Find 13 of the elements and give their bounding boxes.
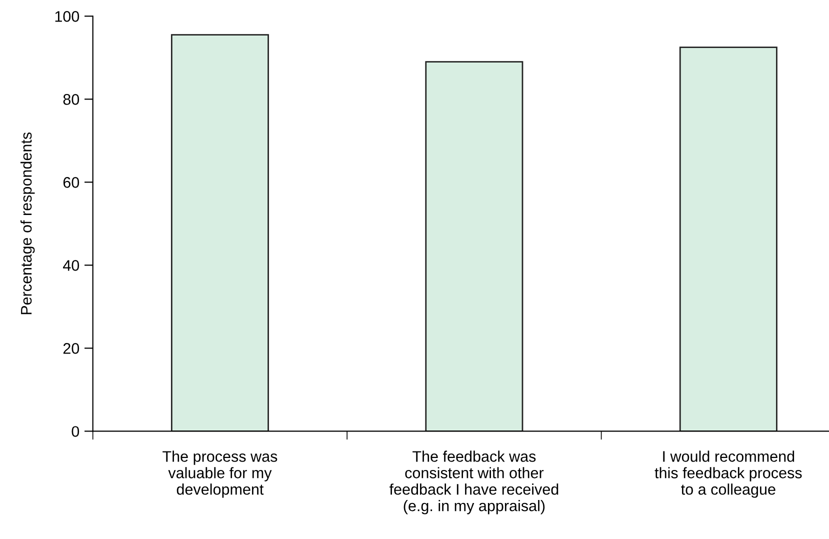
x-tick-label: I would recommend this feedback process to a colleague [654,450,802,498]
bar [425,61,524,432]
y-tick-label: 100 [55,11,80,22]
y-tick-label: 40 [63,260,80,271]
x-tick-label: The feedback was consistent with other feedback I have received (e.g. in my appraisal) [389,450,558,514]
y-tick-label: 60 [63,177,80,188]
y-tick-label: 80 [63,94,80,105]
bar [170,34,269,432]
y-axis-title: Percentage of respondents [20,132,35,314]
y-tick-label: 20 [63,343,80,354]
y-tick-label: 0 [72,426,80,437]
bar [679,46,778,432]
x-tick-label: The process was valuable for my development [162,450,278,498]
